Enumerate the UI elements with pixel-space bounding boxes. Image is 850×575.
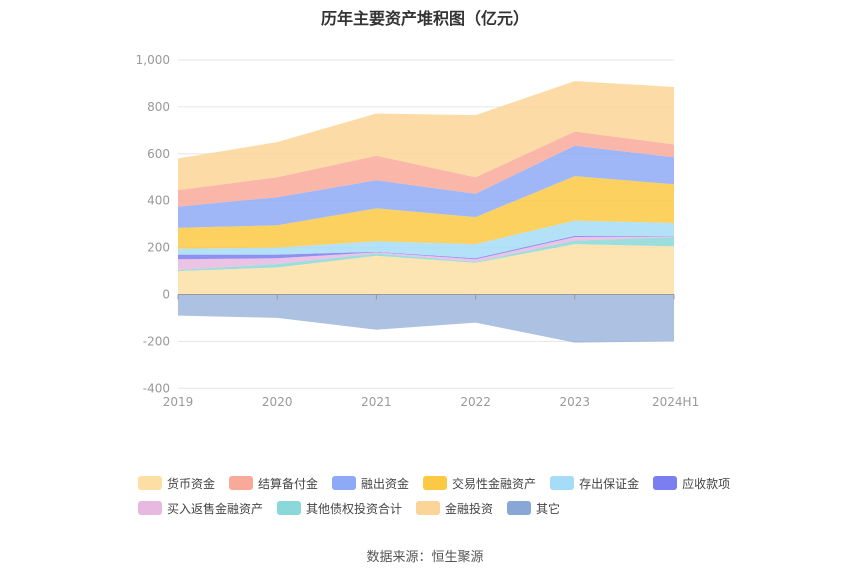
data-source: 数据来源：恒生聚源 xyxy=(366,550,484,565)
legend-label: 结算备付金 xyxy=(258,476,319,491)
legend-label: 融出资金 xyxy=(361,476,410,491)
x-tick-label: 2022 xyxy=(460,395,491,409)
legend-item[interactable]: 金融投资 xyxy=(416,500,493,517)
legend: 货币资金 结算备付金 融出资金 交易性金融资产 存出保证金 应收款项 买入返售金融资产 其他… xyxy=(138,472,758,522)
y-tick-label: 600 xyxy=(147,147,170,161)
chart-title: 历年主要资产堆积图（亿元） xyxy=(320,9,529,28)
y-tick-label: -200 xyxy=(143,334,170,348)
legend-label: 买入返售金融资产 xyxy=(167,501,264,516)
legend-swatch xyxy=(229,476,254,490)
area-结算备付金[interactable] xyxy=(178,131,674,207)
legend-item[interactable]: 融出资金 xyxy=(332,475,409,492)
legend-swatch xyxy=(550,476,575,490)
legend-swatch xyxy=(653,476,678,490)
x-tick-label: 2020 xyxy=(262,395,293,409)
legend-item[interactable]: 货币资金 xyxy=(138,475,215,492)
legend-swatch xyxy=(507,501,532,515)
area-买入返售金融资产[interactable] xyxy=(178,236,674,270)
legend-item[interactable]: 存出保证金 xyxy=(550,475,639,492)
y-axis-ticks: -400 -200 0 200 400 600 800 1,000 xyxy=(136,53,170,395)
area-交易性金融资产[interactable] xyxy=(178,176,674,249)
x-axis xyxy=(177,294,675,300)
legend-label: 货币资金 xyxy=(167,476,216,491)
legend-label: 金融投资 xyxy=(445,501,494,516)
legend-item[interactable]: 结算备付金 xyxy=(229,475,318,492)
y-tick-label: 200 xyxy=(147,241,170,255)
area-融出资金[interactable] xyxy=(178,145,674,228)
area-存出保证金[interactable] xyxy=(178,220,674,259)
legend-swatch xyxy=(423,476,448,490)
x-tick-label: 2024H1 xyxy=(652,395,699,409)
y-tick-label: 0 xyxy=(162,288,170,302)
area-金融投资[interactable] xyxy=(178,81,674,191)
legend-row: 买入返售金融资产 其他债权投资合计 金融投资 其它 xyxy=(138,497,758,519)
legend-swatch xyxy=(138,476,162,490)
legend-swatch xyxy=(416,501,441,515)
y-tick-label: 400 xyxy=(147,194,170,208)
x-tick-label: 2019 xyxy=(163,395,194,409)
y-tick-label: 1,000 xyxy=(136,53,170,67)
legend-label: 其他债权投资合计 xyxy=(306,501,403,516)
legend-label: 其它 xyxy=(536,501,561,516)
legend-label: 交易性金融资产 xyxy=(452,476,537,491)
area-货币资金[interactable] xyxy=(178,244,674,295)
legend-swatch xyxy=(277,501,302,515)
area-其他债权投资合计[interactable] xyxy=(178,237,674,272)
legend-label: 存出保证金 xyxy=(579,476,640,491)
legend-row: 货币资金 结算备付金 融出资金 交易性金融资产 存出保证金 应收款项 xyxy=(138,472,758,494)
y-tick-label: -400 xyxy=(143,381,170,395)
legend-item[interactable]: 其它 xyxy=(507,500,560,517)
y-tick-label: 800 xyxy=(147,100,170,114)
legend-item[interactable]: 买入返售金融资产 xyxy=(138,500,263,517)
area-其它[interactable] xyxy=(178,294,674,343)
area-layers xyxy=(178,81,674,343)
x-tick-label: 2023 xyxy=(560,395,591,409)
legend-item[interactable]: 其他债权投资合计 xyxy=(277,500,402,517)
legend-label: 应收款项 xyxy=(682,476,731,491)
x-axis-ticks: 2019 2020 2021 2022 2023 2024H1 xyxy=(163,395,699,409)
area-应收款项[interactable] xyxy=(178,235,674,260)
legend-swatch xyxy=(332,476,357,490)
legend-swatch xyxy=(138,501,162,515)
x-tick-label: 2021 xyxy=(361,395,392,409)
legend-item[interactable]: 应收款项 xyxy=(653,475,730,492)
legend-item[interactable]: 交易性金融资产 xyxy=(423,475,536,492)
